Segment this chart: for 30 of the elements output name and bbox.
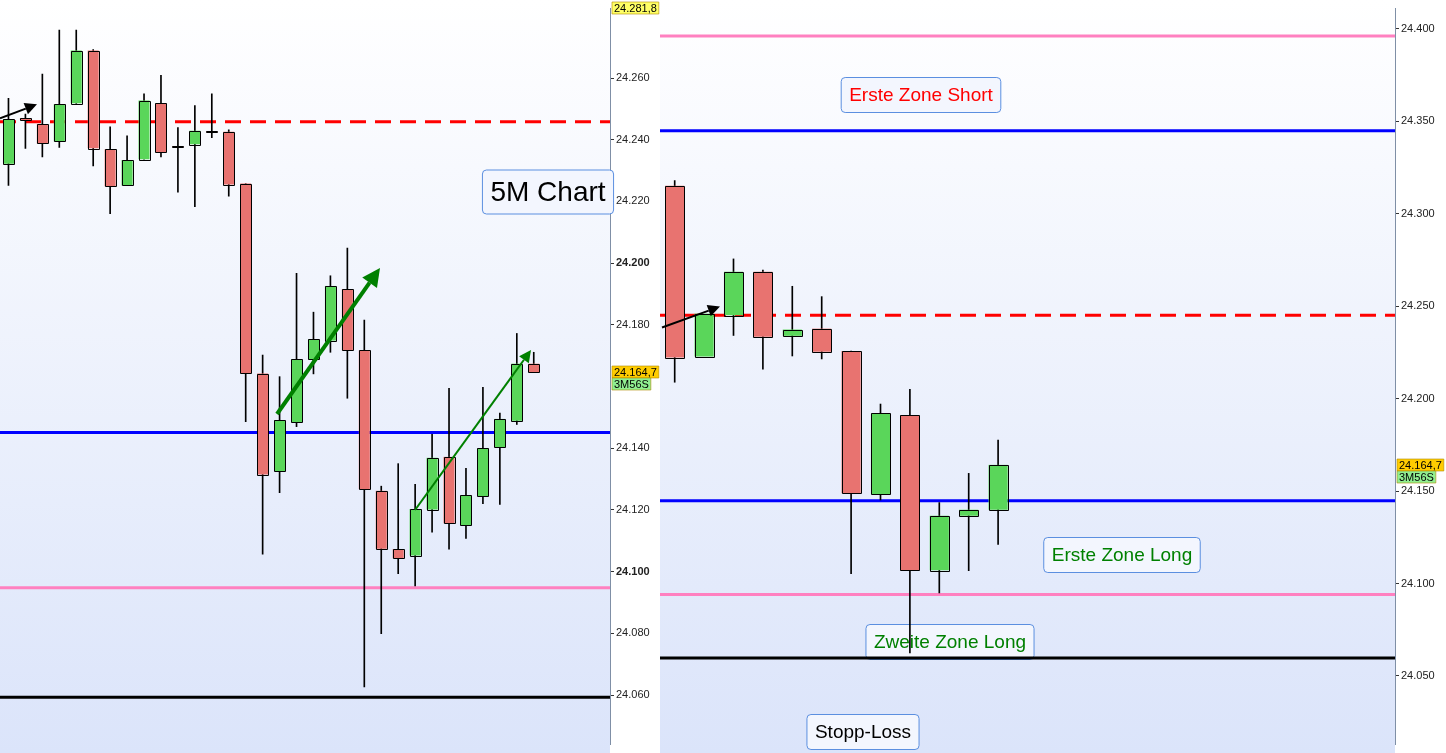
y-tick-label: 24.150 [1401, 484, 1435, 497]
y-tick-label: 24.100 [1401, 576, 1435, 589]
y-tick-label: 24.220 [616, 194, 650, 207]
y-tick-label: 24.050 [1401, 669, 1435, 682]
y-tick-label: 24.350 [1401, 114, 1435, 127]
candlestick [172, 127, 184, 193]
text: 3M56S [1399, 471, 1434, 484]
y-tick-label: 24.140 [616, 441, 650, 454]
y-tick-label: 24.120 [616, 502, 650, 515]
y-tick-label: 24.250 [1401, 299, 1435, 312]
annotation: Stopp-Loss [814, 721, 912, 743]
annotation: Erste Zone Long [1051, 544, 1193, 566]
candlestick [206, 93, 218, 138]
text: 24.281,8 [614, 2, 657, 15]
y-tick-label: 24.100 [616, 564, 650, 577]
y-tick-label: 24.260 [616, 71, 650, 84]
y-tick-label: 24.080 [616, 626, 650, 639]
y-tick-label: 24.240 [616, 132, 650, 145]
y-tick-label: 24.200 [1401, 391, 1435, 404]
y-tick-label: 24.180 [616, 317, 650, 330]
annotation: Erste Zone Short [849, 84, 994, 106]
text: 3M56S [614, 378, 649, 391]
y-tick-label: 24.300 [1401, 206, 1435, 219]
y-tick-label: 24.060 [616, 688, 650, 701]
y-tick-label: 24.400 [1401, 21, 1435, 34]
candlestick [694, 313, 715, 358]
text: 24.164,7 [1399, 459, 1442, 472]
y-tick-label: 24.200 [616, 256, 650, 269]
text: 5M Chart [490, 175, 606, 207]
text: 24.164,7 [614, 366, 657, 379]
